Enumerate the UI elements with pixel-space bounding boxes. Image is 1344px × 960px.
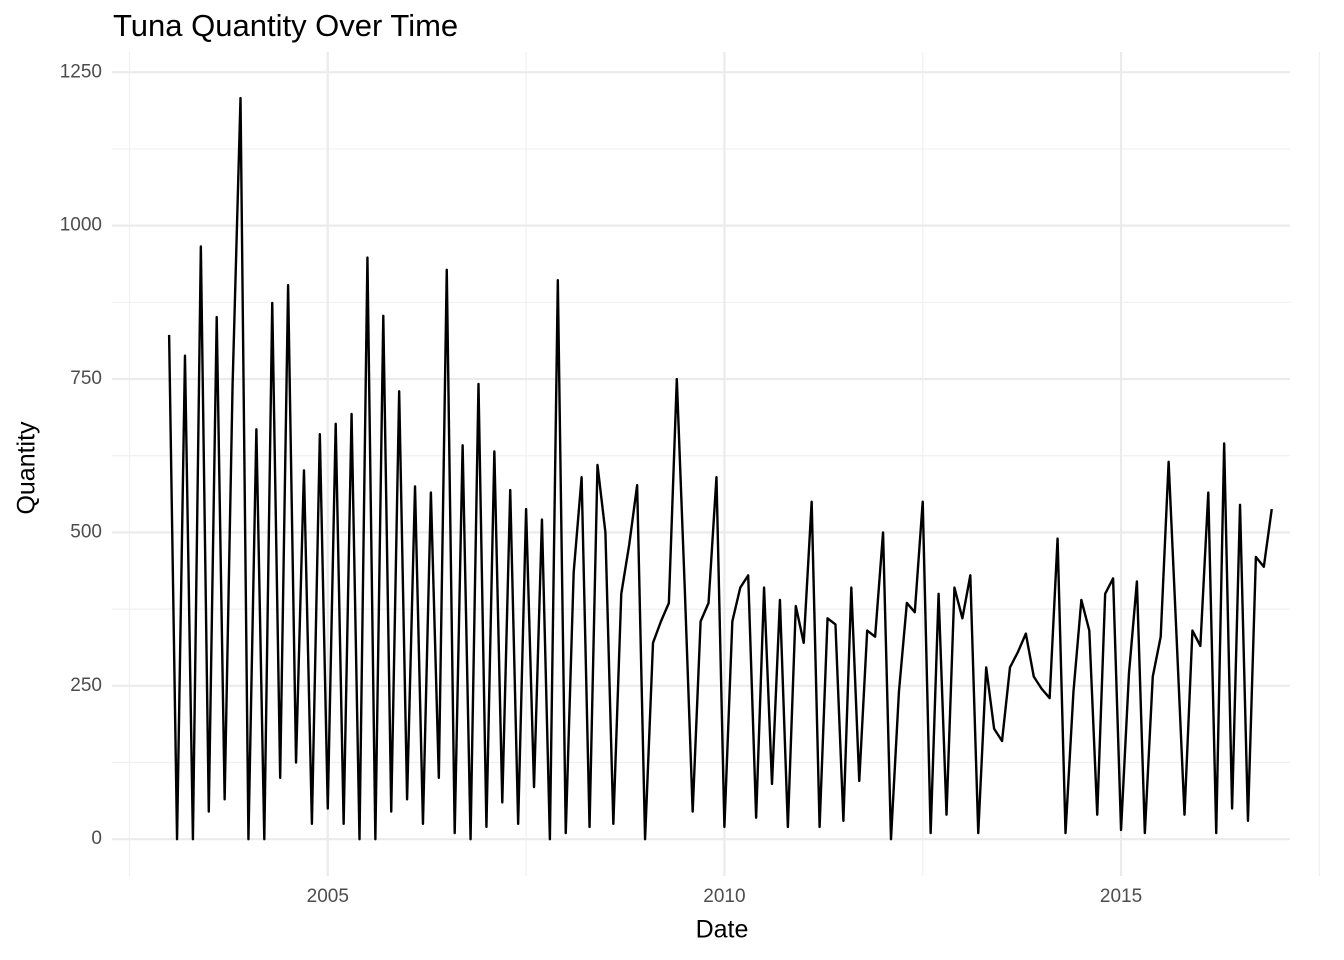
x-tick-label: 2005 xyxy=(307,886,349,907)
y-tick-label: 750 xyxy=(70,368,102,389)
y-axis-title: Quantity xyxy=(13,421,41,515)
chart-title: Tuna Quantity Over Time xyxy=(113,8,458,43)
y-tick-label: 1250 xyxy=(60,61,102,82)
y-tick-label: 250 xyxy=(70,675,102,696)
x-axis-title: Date xyxy=(696,916,749,944)
y-tick-label: 1000 xyxy=(60,215,102,236)
y-tick-label: 500 xyxy=(70,521,102,542)
y-tick-label: 0 xyxy=(91,828,102,849)
data-line xyxy=(167,96,1273,841)
x-tick-label: 2015 xyxy=(1100,886,1142,907)
x-tick-label: 2010 xyxy=(703,886,745,907)
